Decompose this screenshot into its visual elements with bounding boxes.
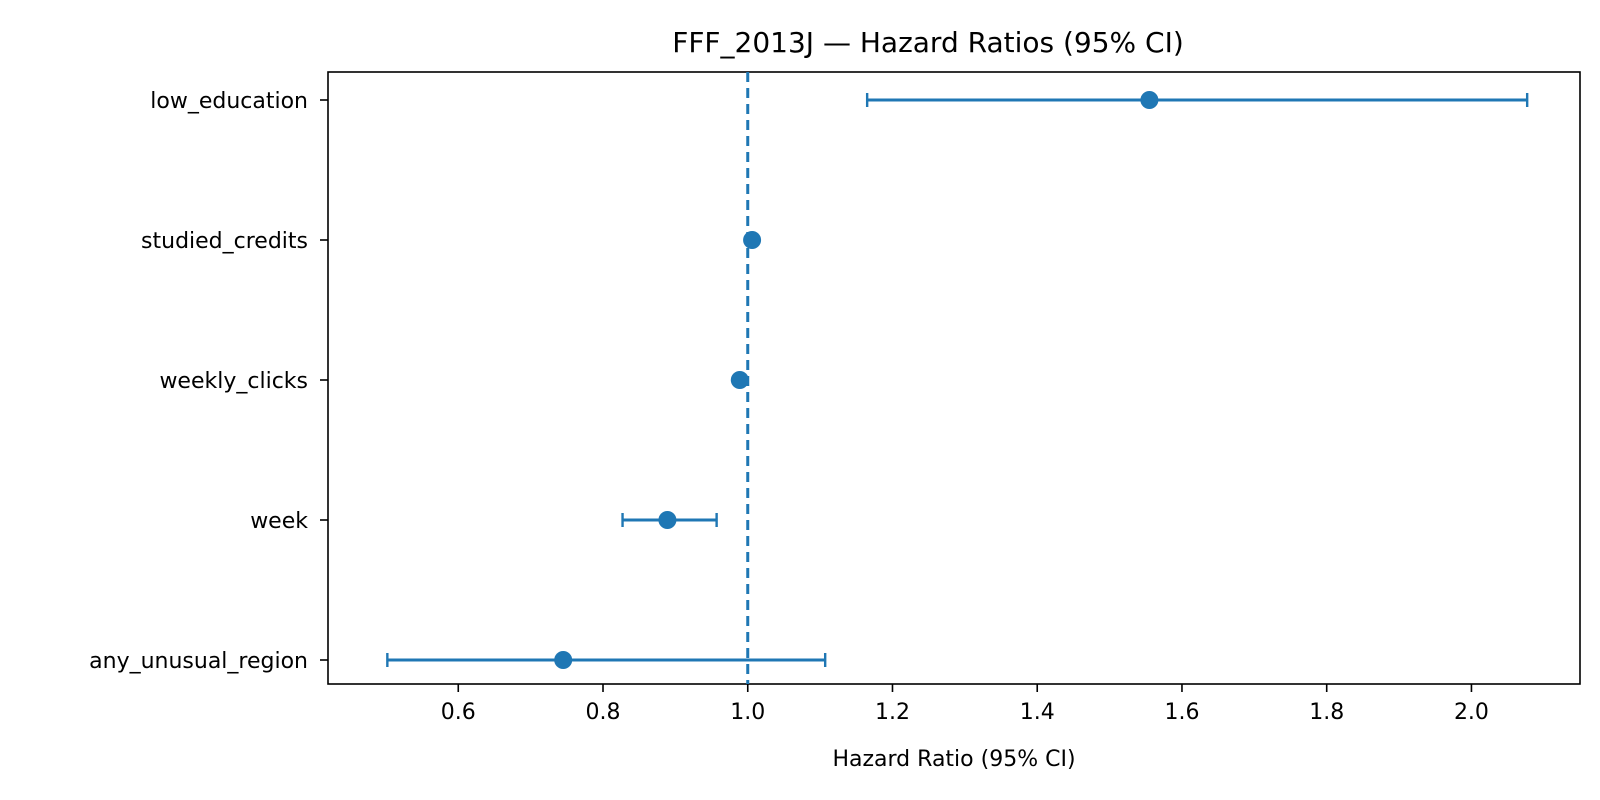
x-tick-label: 1.6 bbox=[1164, 700, 1199, 725]
x-tick-label: 1.0 bbox=[730, 700, 765, 725]
interval-marks bbox=[386, 91, 1529, 669]
hazard-ratio-point bbox=[658, 511, 677, 529]
x-tick-label: 1.2 bbox=[875, 700, 910, 725]
y-tick-label: any_unusual_region bbox=[89, 649, 308, 674]
y-tick-label: weekly_clicks bbox=[159, 369, 308, 394]
x-tick-label: 1.8 bbox=[1309, 700, 1344, 725]
hazard-ratio-point bbox=[730, 371, 749, 389]
x-tick-label: 0.6 bbox=[441, 700, 476, 725]
y-tick-label: week bbox=[250, 509, 308, 534]
hazard-ratio-point bbox=[1140, 91, 1159, 109]
chart-title: FFF_2013J — Hazard Ratios (95% CI) bbox=[672, 26, 1184, 59]
y-tick-label: studied_credits bbox=[141, 229, 308, 254]
hazard-ratio-point bbox=[554, 651, 573, 669]
y-tick-label: low_education bbox=[150, 89, 308, 114]
y-axis: low_education studied_credits weekly_click… bbox=[89, 89, 328, 674]
x-tick-label: 2.0 bbox=[1454, 700, 1489, 725]
x-axis: 0.6 0.8 1.0 1.2 1.4 1.6 1.8 2.0 bbox=[441, 684, 1489, 725]
x-tick-label: 0.8 bbox=[586, 700, 621, 725]
hazard-ratio-point bbox=[743, 231, 762, 249]
plot-area bbox=[327, 71, 1581, 685]
x-axis-label: Hazard Ratio (95% CI) bbox=[832, 747, 1075, 772]
x-tick-label: 1.4 bbox=[1020, 700, 1055, 725]
